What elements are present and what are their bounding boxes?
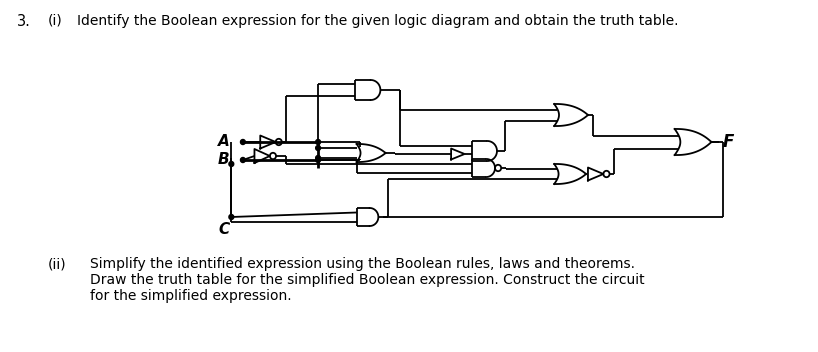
Text: Simplify the identified expression using the Boolean rules, laws and theorems.: Simplify the identified expression using… [90, 257, 635, 271]
Text: B: B [218, 152, 229, 168]
Text: Identify the Boolean expression for the given logic diagram and obtain the truth: Identify the Boolean expression for the … [77, 14, 679, 28]
Circle shape [229, 162, 234, 166]
Circle shape [316, 157, 321, 163]
Text: for the simplified expression.: for the simplified expression. [90, 289, 291, 303]
Circle shape [316, 145, 321, 151]
Circle shape [316, 139, 321, 145]
Circle shape [240, 139, 245, 145]
Text: A: A [218, 134, 229, 150]
Text: Draw the truth table for the simplified Boolean expression. Construct the circui: Draw the truth table for the simplified … [90, 273, 645, 287]
Text: 3.: 3. [17, 14, 31, 29]
Text: C: C [218, 222, 229, 237]
Circle shape [229, 214, 234, 220]
Text: (ii): (ii) [48, 257, 67, 271]
Text: (i): (i) [48, 14, 63, 28]
Circle shape [316, 156, 321, 161]
Text: F: F [723, 133, 735, 151]
Circle shape [240, 157, 245, 163]
